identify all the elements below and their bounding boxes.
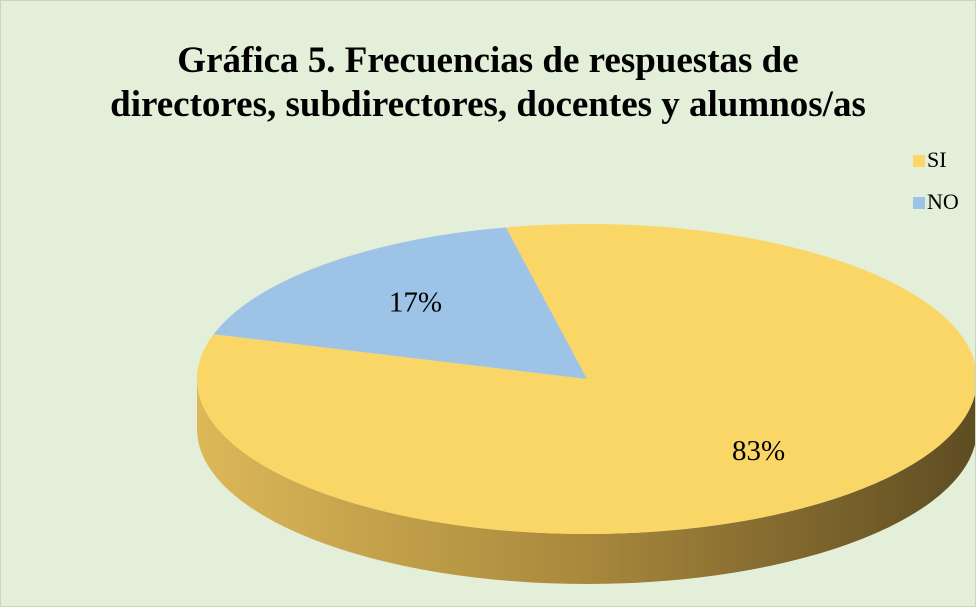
pie-slice [213, 227, 588, 379]
data-label: 83% [732, 435, 785, 467]
data-label: 17% [389, 286, 442, 318]
legend-swatch [913, 197, 925, 209]
legend-swatch [913, 155, 925, 167]
legend-label: NO [927, 189, 959, 214]
chart-title-text: Gráfica 5. Frecuencias de respuestas de … [110, 40, 866, 125]
legend-label: SI [927, 147, 947, 172]
pie-side [197, 379, 975, 584]
chart-title: Gráfica 5. Frecuencias de respuestas de … [1, 39, 975, 127]
pie-slice [196, 223, 975, 534]
